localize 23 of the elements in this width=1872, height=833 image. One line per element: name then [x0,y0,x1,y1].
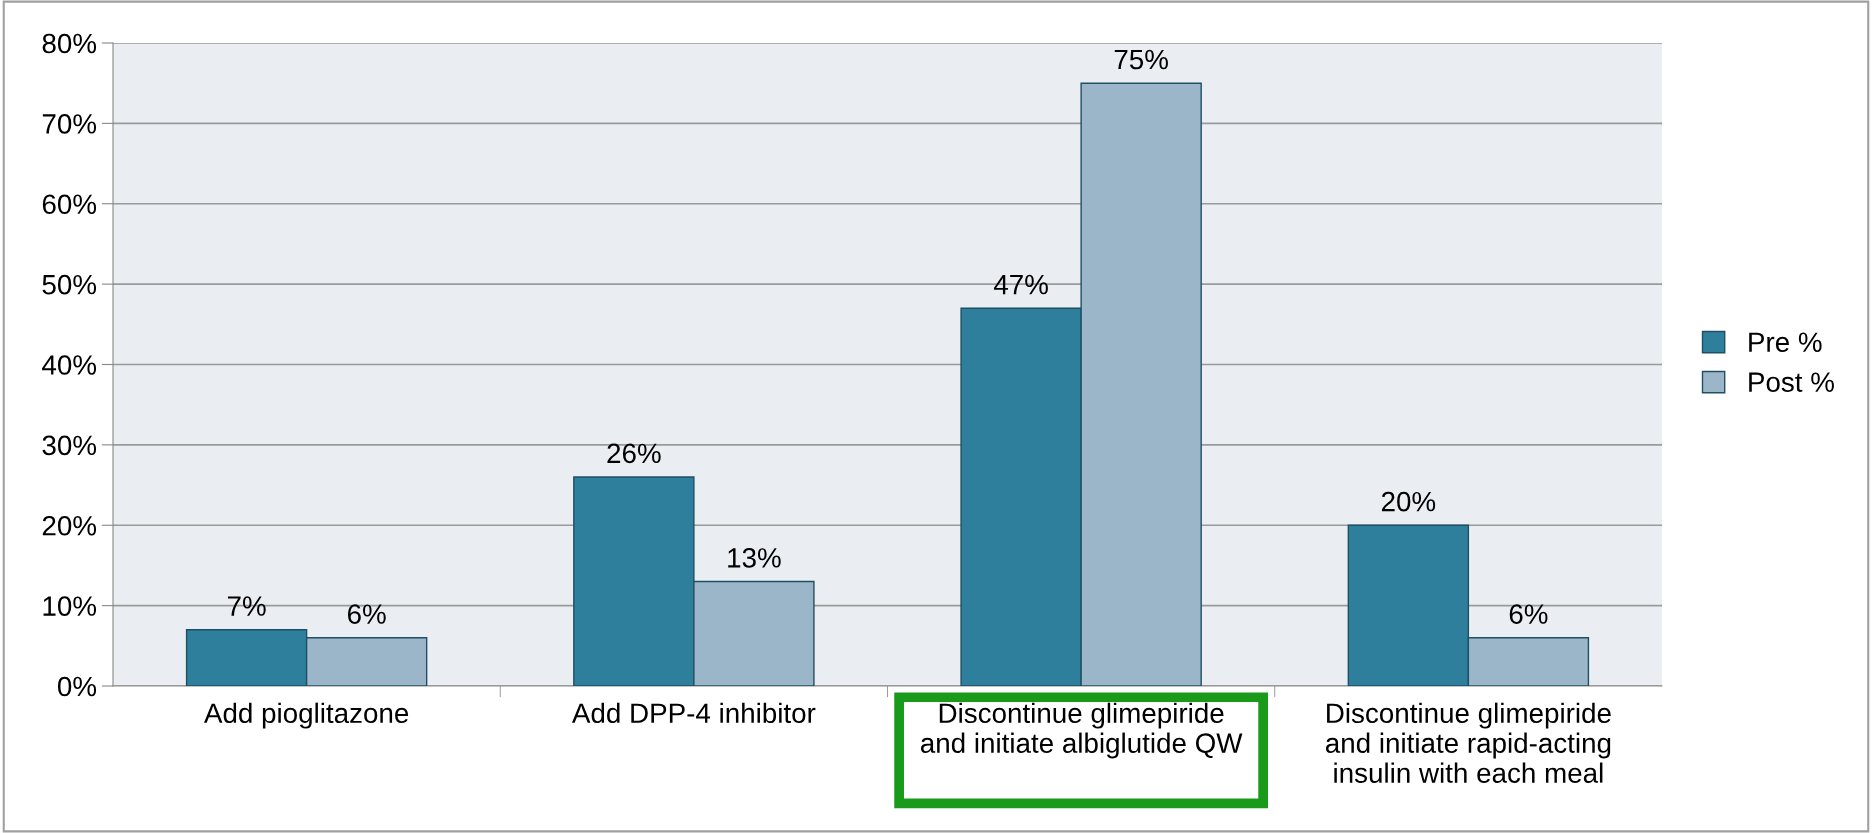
x-tick-label: Discontinue glimepiride and initiate rapid-acting insulin with each meal [1325,702,1611,783]
legend-label: Pre % [1749,332,1822,353]
legend-label: Post % [1749,372,1834,392]
y-tick-label: 60% [42,194,97,215]
y-tick-label: 40% [42,355,97,375]
y-tick-label: 70% [42,114,97,134]
y-tick-label: 50% [42,274,97,295]
y-tick-label: 20% [42,515,97,536]
x-tick-label: Discontinue glimepiride and initiate albiglutide QW [920,702,1243,759]
y-tick-label: 30% [42,435,97,456]
text: 7% [227,596,266,616]
x-tick-label: Add pioglitazone [203,702,409,729]
text: 26% [607,443,661,464]
text: 75% [1114,49,1168,70]
y-tick-label: 80% [42,33,97,54]
text: 20% [1381,491,1436,512]
x-tick-label: Add DPP-4 inhibitor [571,702,816,724]
text: 6% [1509,604,1548,624]
text: 13% [728,548,781,568]
y-tick-label: 0% [57,676,97,697]
text: 6% [347,604,386,624]
text: 47% [993,274,1048,295]
y-tick-label: 10% [43,596,97,616]
